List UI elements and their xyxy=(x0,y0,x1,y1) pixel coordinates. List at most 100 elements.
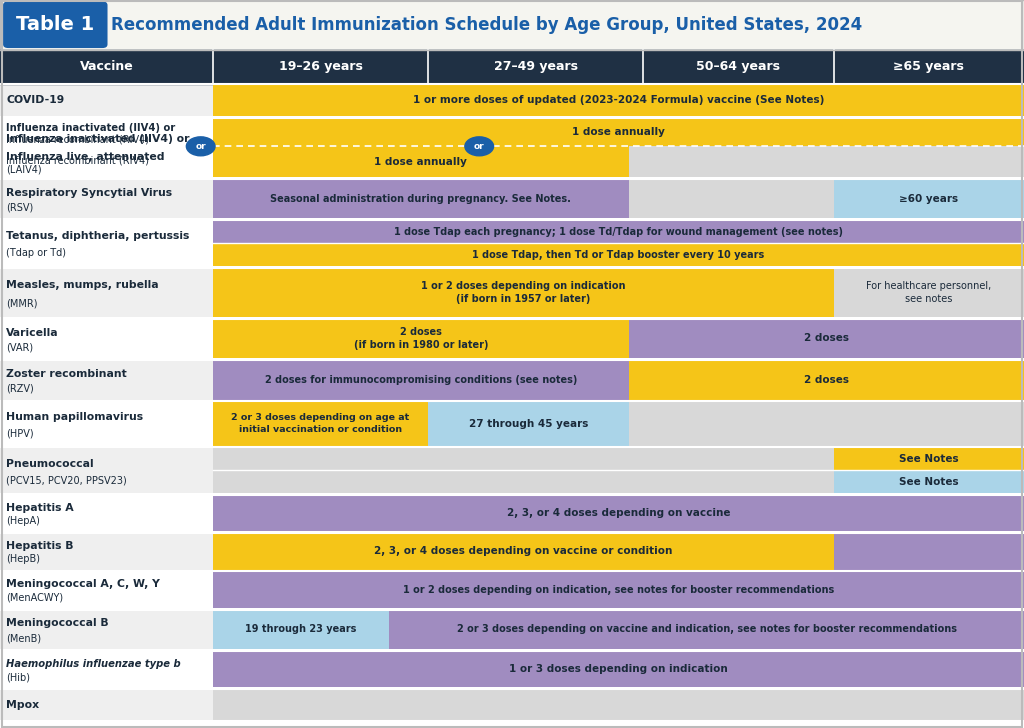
Text: Human papillomavirus: Human papillomavirus xyxy=(6,412,143,422)
Text: 2 doses
(if born in 1980 or later): 2 doses (if born in 1980 or later) xyxy=(353,328,488,349)
Text: Mpox: Mpox xyxy=(6,700,39,710)
Text: 2 or 3 doses depending on age at
initial vaccination or condition: 2 or 3 doses depending on age at initial… xyxy=(231,414,410,434)
Bar xyxy=(0,268,213,317)
Text: Influenza inactivated (IIV4) or: Influenza inactivated (IIV4) or xyxy=(6,123,175,132)
Text: Zoster recombinant: Zoster recombinant xyxy=(6,369,127,379)
Text: Measles, mumps, rubella: Measles, mumps, rubella xyxy=(6,280,159,290)
Bar xyxy=(834,268,1024,317)
Text: 2 doses: 2 doses xyxy=(804,375,849,385)
Text: Hepatitis A: Hepatitis A xyxy=(6,503,74,513)
Bar xyxy=(0,84,213,116)
Text: 1 dose Tdap, then Td or Tdap booster every 10 years: 1 dose Tdap, then Td or Tdap booster eve… xyxy=(472,250,765,260)
Bar xyxy=(0,221,213,266)
Text: Meningococcal B: Meningococcal B xyxy=(6,619,109,628)
Bar xyxy=(213,118,1024,146)
Bar xyxy=(0,179,213,218)
Text: Varicella: Varicella xyxy=(6,328,58,338)
Text: (Hib): (Hib) xyxy=(6,672,30,682)
Bar xyxy=(213,401,428,446)
Text: Respiratory Syncytial Virus: Respiratory Syncytial Virus xyxy=(6,188,172,198)
Bar xyxy=(629,401,1024,446)
Text: (RZV): (RZV) xyxy=(6,384,34,394)
Text: (HepA): (HepA) xyxy=(6,516,40,526)
Text: 19 through 23 years: 19 through 23 years xyxy=(246,625,356,634)
Text: (HepB): (HepB) xyxy=(6,555,40,564)
Text: (MenB): (MenB) xyxy=(6,633,41,643)
Bar xyxy=(629,146,1024,177)
Text: 1 dose Tdap each pregnancy; 1 dose Td/Tdap for wound management (see notes): 1 dose Tdap each pregnancy; 1 dose Td/Td… xyxy=(394,226,843,237)
Bar xyxy=(389,609,1024,649)
Bar xyxy=(0,609,213,649)
Text: Seasonal administration during pregnancy. See Notes.: Seasonal administration during pregnancy… xyxy=(270,194,571,204)
Text: 19–26 years: 19–26 years xyxy=(279,60,362,74)
Bar xyxy=(0,319,213,358)
Bar xyxy=(213,243,1024,266)
Text: (MenACWY): (MenACWY) xyxy=(6,593,63,603)
Bar xyxy=(213,448,834,494)
Bar xyxy=(213,571,1024,608)
Bar xyxy=(213,495,1024,531)
Text: See Notes: See Notes xyxy=(899,454,958,464)
Text: 1 or 3 doses depending on indication: 1 or 3 doses depending on indication xyxy=(509,664,728,674)
Text: or: or xyxy=(474,142,484,151)
Bar xyxy=(834,534,1024,569)
Bar xyxy=(213,268,834,317)
Text: For healthcare personnel,
see notes: For healthcare personnel, see notes xyxy=(866,281,991,304)
Bar xyxy=(834,448,1024,470)
Ellipse shape xyxy=(465,137,494,156)
Bar xyxy=(629,179,834,218)
Text: or: or xyxy=(196,142,206,151)
Bar xyxy=(428,401,629,446)
Text: (HPV): (HPV) xyxy=(6,428,34,438)
Bar xyxy=(213,146,629,177)
Text: Meningococcal A, C, W, Y: Meningococcal A, C, W, Y xyxy=(6,579,160,589)
Text: See Notes: See Notes xyxy=(899,477,958,487)
Bar xyxy=(0,689,213,721)
Bar xyxy=(834,50,1024,84)
Text: Hepatitis B: Hepatitis B xyxy=(6,541,74,551)
Ellipse shape xyxy=(186,137,215,156)
Bar xyxy=(0,360,213,400)
Text: (MMR): (MMR) xyxy=(6,298,38,308)
Bar xyxy=(213,319,629,358)
Text: ≥60 years: ≥60 years xyxy=(899,194,958,204)
Bar xyxy=(0,495,213,531)
Bar xyxy=(0,146,213,177)
Bar xyxy=(213,50,428,84)
Text: Pneumococcal: Pneumococcal xyxy=(6,459,94,469)
Bar xyxy=(643,50,834,84)
Text: (PCV15, PCV20, PPSV23): (PCV15, PCV20, PPSV23) xyxy=(6,475,127,486)
Text: 27–49 years: 27–49 years xyxy=(494,60,578,74)
Text: 2, 3, or 4 doses depending on vaccine or condition: 2, 3, or 4 doses depending on vaccine or… xyxy=(374,547,673,556)
Text: Influenza inactivated (IIV4) or: Influenza inactivated (IIV4) or xyxy=(6,134,189,143)
Bar xyxy=(213,84,1024,116)
Text: 50–64 years: 50–64 years xyxy=(696,60,780,74)
Bar xyxy=(0,651,213,687)
Bar xyxy=(213,651,1024,687)
Bar xyxy=(428,50,643,84)
Bar xyxy=(0,534,213,569)
Bar xyxy=(213,609,389,649)
Text: 2 doses for immunocompromising conditions (see notes): 2 doses for immunocompromising condition… xyxy=(264,375,578,385)
Text: (LAIV4): (LAIV4) xyxy=(6,165,42,175)
Text: COVID-19: COVID-19 xyxy=(6,95,65,106)
Text: 1 or 2 doses depending on indication
(if born in 1957 or later): 1 or 2 doses depending on indication (if… xyxy=(421,281,626,304)
Bar xyxy=(0,0,1024,50)
Bar xyxy=(0,401,213,446)
Text: Influenza recombinant (RIV4): Influenza recombinant (RIV4) xyxy=(6,156,150,165)
Bar xyxy=(0,448,213,494)
Text: 1 dose annually: 1 dose annually xyxy=(375,157,467,167)
Text: 1 or 2 doses depending on indication, see notes for booster recommendations: 1 or 2 doses depending on indication, se… xyxy=(402,585,835,595)
Bar xyxy=(0,571,213,608)
Text: Haemophilus influenzae type b: Haemophilus influenzae type b xyxy=(6,659,181,668)
Text: Influenza live, attenuated: Influenza live, attenuated xyxy=(6,152,165,162)
Text: Tetanus, diphtheria, pertussis: Tetanus, diphtheria, pertussis xyxy=(6,232,189,241)
Bar xyxy=(213,179,629,218)
Text: 2, 3, or 4 doses depending on vaccine: 2, 3, or 4 doses depending on vaccine xyxy=(507,508,730,518)
Bar xyxy=(629,360,1024,400)
Bar xyxy=(213,221,1024,243)
Text: 2 or 3 doses depending on vaccine and indication, see notes for booster recommen: 2 or 3 doses depending on vaccine and in… xyxy=(457,625,956,634)
Bar xyxy=(629,319,1024,358)
Bar xyxy=(834,470,1024,494)
Bar xyxy=(0,118,213,146)
